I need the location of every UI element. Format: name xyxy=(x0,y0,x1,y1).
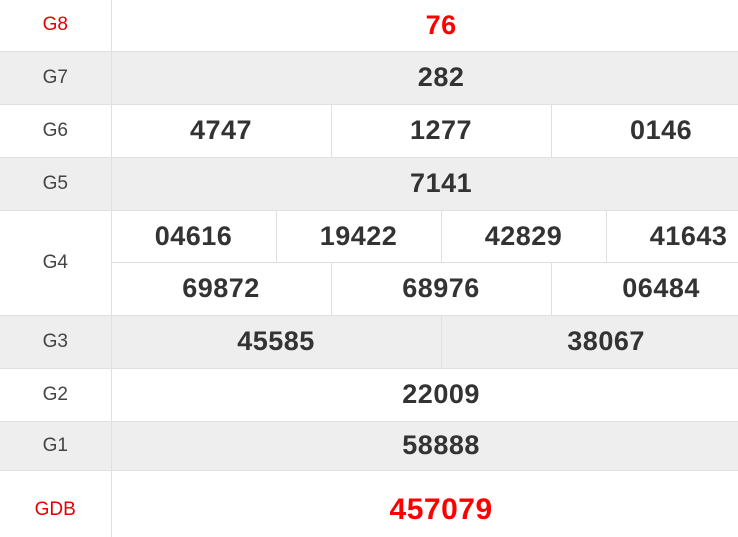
prize-row-gdb: GDB 457079 xyxy=(0,469,738,537)
prize-label-g5: G5 xyxy=(0,156,112,211)
prize-label-g7: G7 xyxy=(0,50,112,105)
prize-value-g5: 7141 xyxy=(110,156,738,211)
prize-value-g3-1: 45585 xyxy=(110,314,442,369)
prize-value-g4-1: 04616 xyxy=(110,209,277,263)
prize-value-g2: 22009 xyxy=(110,367,738,422)
prize-label-g4: G4 xyxy=(0,209,112,316)
prize-row-g7: G7 282 xyxy=(0,50,738,105)
prize-row-g6: G6 4747 1277 0146 xyxy=(0,103,738,158)
prize-value-g4-4: 41643 xyxy=(605,209,738,263)
prize-row-g4-line1: G4 04616 19422 42829 41643 xyxy=(0,209,738,316)
prize-label-gdb: GDB xyxy=(0,469,112,537)
prize-row-g3: G3 45585 38067 xyxy=(0,314,738,369)
prize-value-g6-2: 1277 xyxy=(330,103,552,158)
prize-label-g8: G8 xyxy=(0,0,112,52)
prize-label-g6: G6 xyxy=(0,103,112,158)
prize-value-g6-3: 0146 xyxy=(550,103,738,158)
prize-row-g4-line2: 69872 68976 06484 xyxy=(0,261,738,316)
prize-value-g7: 282 xyxy=(110,50,738,105)
prize-value-gdb: 457079 xyxy=(110,469,738,537)
prize-row-g8: G8 76 xyxy=(0,0,738,52)
prize-row-g2: G2 22009 xyxy=(0,367,738,422)
prize-value-g6-1: 4747 xyxy=(110,103,332,158)
prize-row-g1: G1 58888 xyxy=(0,420,738,471)
prize-label-g3: G3 xyxy=(0,314,112,369)
prize-value-g4-7: 06484 xyxy=(550,261,738,316)
prize-value-g1: 58888 xyxy=(110,420,738,471)
prize-label-g2: G2 xyxy=(0,367,112,422)
prize-row-g5: G5 7141 xyxy=(0,156,738,211)
prize-value-g4-3: 42829 xyxy=(440,209,607,263)
prize-value-g3-2: 38067 xyxy=(440,314,738,369)
prize-value-g4-5: 69872 xyxy=(111,261,332,316)
prize-label-g1: G1 xyxy=(0,420,112,471)
prize-value-g4-2: 19422 xyxy=(275,209,442,263)
prize-value-g4-6: 68976 xyxy=(330,261,552,316)
prize-value-g8: 76 xyxy=(110,0,738,52)
